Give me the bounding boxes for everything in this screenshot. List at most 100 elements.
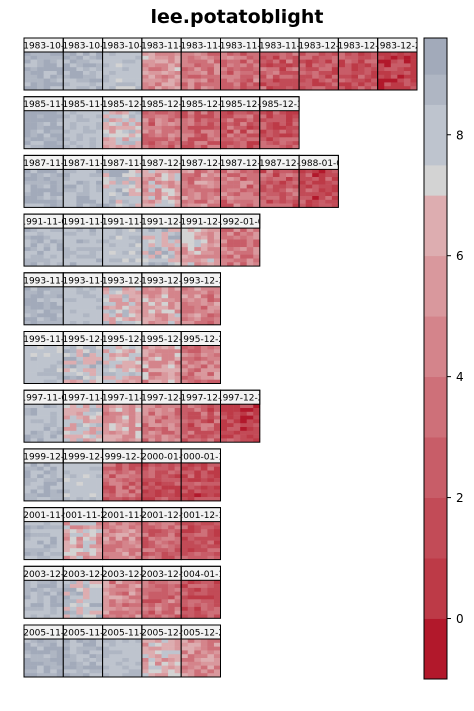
heat-cell	[128, 317, 136, 322]
heat-cell	[109, 673, 116, 678]
heat-cell	[364, 52, 372, 57]
heat-cell	[82, 52, 90, 57]
heat-cell	[24, 298, 31, 303]
heat-cell	[89, 63, 97, 68]
heat-cell	[207, 302, 215, 307]
heat-cell	[246, 110, 254, 115]
heat-cell	[76, 122, 84, 127]
heat-cell	[69, 356, 77, 361]
heat-cell	[102, 654, 110, 659]
heat-cell	[89, 669, 97, 674]
heat-cell	[168, 250, 175, 255]
heat-cell	[50, 587, 58, 592]
heat-cell	[141, 177, 149, 182]
heat-cell	[115, 497, 123, 502]
heat-cell	[207, 239, 215, 244]
heat-cell	[102, 67, 110, 72]
heat-cell	[253, 67, 261, 72]
heat-cell	[37, 658, 44, 663]
heat-cell	[82, 529, 90, 534]
heat-cell	[82, 199, 90, 204]
heat-cell	[253, 192, 261, 197]
heat-cell	[207, 74, 215, 79]
heat-cell	[30, 169, 38, 174]
heat-cell	[141, 368, 149, 373]
heat-cell	[200, 533, 208, 538]
heat-cell	[89, 474, 97, 479]
heat-cell	[141, 665, 149, 670]
heat-cell	[76, 125, 84, 130]
heat-cell	[259, 192, 267, 197]
heat-cell	[220, 125, 228, 130]
heat-cell	[76, 177, 84, 182]
colorbar-border	[423, 37, 448, 680]
heat-cell	[135, 591, 143, 596]
heat-cell	[89, 309, 97, 314]
heat-cell	[96, 169, 103, 174]
heat-cell	[30, 466, 38, 471]
heat-cell	[69, 235, 77, 240]
heat-cell	[63, 305, 71, 310]
heat-cell	[272, 144, 280, 149]
heat-cell	[155, 580, 162, 585]
heat-cell	[82, 67, 90, 72]
heat-cell	[181, 360, 189, 365]
heat-cell	[24, 478, 31, 483]
heat-cell	[168, 286, 175, 291]
heat-cell	[63, 290, 71, 295]
heat-cell	[200, 199, 208, 204]
heat-cell	[299, 71, 306, 76]
heat-cell	[50, 74, 58, 79]
heat-cell	[148, 481, 156, 486]
heat-cell	[96, 489, 103, 494]
heat-cell	[122, 118, 130, 123]
heat-cell	[187, 423, 195, 428]
heat-cell	[286, 63, 293, 68]
heat-cell	[96, 493, 103, 498]
heat-cell	[56, 110, 64, 115]
heat-cell	[181, 71, 189, 76]
heat-cell	[174, 580, 182, 585]
heat-cell	[135, 650, 143, 655]
heat-cell	[325, 203, 333, 208]
heat-cell	[187, 474, 195, 479]
heat-cell	[24, 650, 31, 655]
heat-cell	[43, 610, 51, 615]
heat-cell	[174, 595, 182, 600]
heat-cell	[161, 309, 169, 314]
heat-cell	[122, 114, 130, 119]
heat-cell	[30, 235, 38, 240]
heat-cell	[174, 536, 182, 541]
heat-cell	[141, 78, 149, 83]
heat-cell	[24, 114, 31, 119]
heat-cell	[155, 665, 162, 670]
heat-cell	[141, 595, 149, 600]
heat-cell	[24, 360, 31, 365]
heat-cell	[76, 302, 84, 307]
heat-cell	[318, 196, 326, 201]
heat-cell	[122, 192, 130, 197]
heat-cell	[63, 478, 71, 483]
heat-cell	[63, 415, 71, 420]
heat-cell	[181, 584, 189, 589]
heat-cell	[63, 228, 71, 233]
heat-cell	[69, 305, 77, 310]
heat-cell	[246, 408, 254, 413]
heat-cell	[89, 52, 97, 57]
heat-cell	[50, 122, 58, 127]
heat-cell	[115, 353, 123, 358]
heat-cell	[122, 305, 130, 310]
heat-cell	[227, 180, 234, 185]
heat-cell	[305, 74, 313, 79]
heat-cell	[102, 673, 110, 678]
heat-cell	[43, 114, 51, 119]
heat-cell	[312, 78, 320, 83]
heat-cell	[174, 199, 182, 204]
heat-cell	[181, 485, 189, 490]
heat-cell	[181, 661, 189, 666]
heat-cell	[174, 669, 182, 674]
heat-cell	[135, 86, 143, 91]
heat-cell	[194, 497, 202, 502]
heat-cell	[30, 286, 38, 291]
heat-cell	[89, 466, 97, 471]
